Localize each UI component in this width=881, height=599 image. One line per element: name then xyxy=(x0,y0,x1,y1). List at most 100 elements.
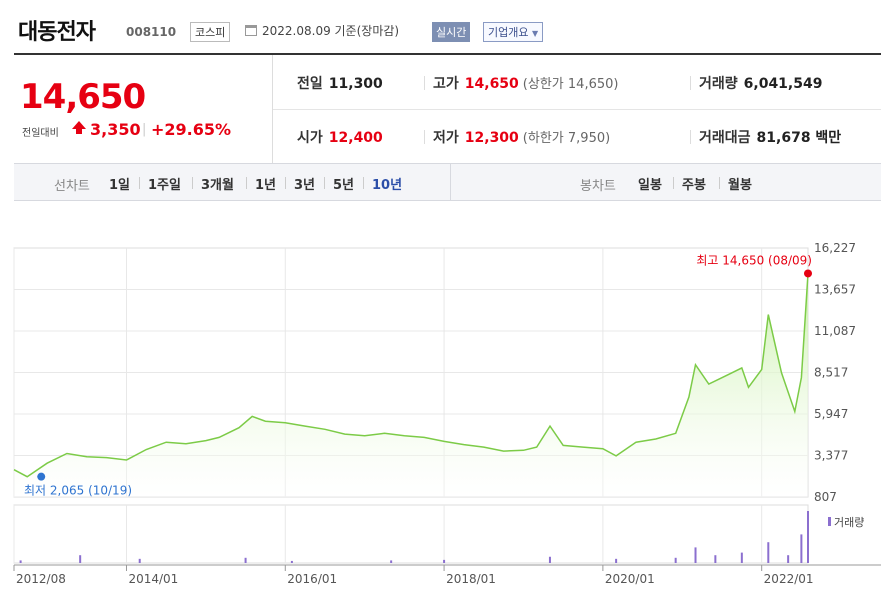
low-price: 저가 12,300 (하한가 7,950) xyxy=(433,130,611,146)
change-percent: +29.65% xyxy=(151,120,232,139)
up-arrow-stem xyxy=(76,129,82,134)
y-tick-label: 16,227 xyxy=(814,241,856,255)
tab-separator xyxy=(246,177,247,189)
prev-close-value: 11,300 xyxy=(328,76,383,92)
volume-bar xyxy=(79,555,82,563)
tab-separator xyxy=(363,177,364,189)
amount-label: 거래대금 xyxy=(699,130,751,146)
max-point-marker xyxy=(804,269,812,278)
volume-bar xyxy=(443,559,446,563)
tab-separator xyxy=(192,177,193,189)
company-overview-button[interactable]: 기업개요 ▼ xyxy=(483,22,544,42)
volume-legend-label: 거래량 xyxy=(834,516,864,529)
tab-separator xyxy=(324,177,325,189)
current-price: 14,650 xyxy=(20,77,146,117)
open-label: 시가 xyxy=(297,130,323,146)
x-tick-label: 2014/01 xyxy=(128,572,178,586)
lower-limit-value: 7,950 xyxy=(567,131,606,146)
x-tick-label: 2020/01 xyxy=(605,572,655,586)
amount-value: 81,678 백만 xyxy=(756,130,842,146)
volume-bar xyxy=(290,560,293,563)
chevron-down-icon: ▼ xyxy=(531,29,539,38)
y-tick-label: 8,517 xyxy=(814,366,848,380)
change-label: 전일대비 xyxy=(22,128,59,139)
volume-bar xyxy=(800,534,803,563)
stock-code: 008110 xyxy=(126,25,177,39)
trade-amount: 거래대금 81,678 백만 xyxy=(699,127,841,147)
volume: 거래량 6,041,549 xyxy=(699,73,822,93)
volume-bar xyxy=(674,557,677,563)
volume-bar xyxy=(807,511,809,563)
x-tick-label: 2018/01 xyxy=(446,572,496,586)
y-tick-label: 807 xyxy=(814,490,837,504)
volume-bar xyxy=(244,557,247,563)
lower-limit-label: 하한가 xyxy=(527,131,564,146)
low-value: 12,300 xyxy=(464,130,519,146)
tab-5y[interactable]: 5년 xyxy=(333,178,355,193)
tab-1w[interactable]: 1주일 xyxy=(148,178,181,193)
volume-bar xyxy=(694,547,697,563)
chart-period-tabs: 선차트 1일 1주일 3개월 1년 3년 5년 10년 봉차트 일봉 주봉 월봉 xyxy=(14,163,881,201)
high-label: 고가 xyxy=(433,76,459,92)
volume-bar xyxy=(615,558,618,563)
tab-1d[interactable]: 1일 xyxy=(109,178,131,193)
price-box: 14,650 전일대비 3,350 | +29.65% xyxy=(14,55,273,163)
volume-bar xyxy=(787,555,790,563)
realtime-button[interactable]: 실시간 xyxy=(432,22,471,42)
price-area xyxy=(14,273,808,497)
y-tick-label: 13,657 xyxy=(814,283,856,297)
stock-header: 대동전자 008110 코스피 2022.08.09 기준(장마감) 실시간 기… xyxy=(0,0,881,50)
candle-chart-title: 봉차트 xyxy=(580,179,616,194)
open-price: 시가 12,400 xyxy=(297,127,383,147)
volume-bar xyxy=(714,555,717,563)
tabs-divider xyxy=(450,164,451,201)
y-tick-label: 11,087 xyxy=(814,324,856,338)
tab-3y[interactable]: 3년 xyxy=(294,178,316,193)
tab-separator xyxy=(285,177,286,189)
info-separator xyxy=(690,130,691,144)
tab-10y[interactable]: 10년 xyxy=(372,178,403,193)
volume-bar xyxy=(19,560,22,563)
tab-monthly[interactable]: 월봉 xyxy=(728,178,752,193)
header-divider xyxy=(14,53,881,55)
price-chart: 16,227 13,657 11,087 8,517 5,947 3,377 807 2012… xyxy=(13,241,881,586)
upper-limit-label: 상한가 xyxy=(527,77,564,92)
volume-legend-swatch xyxy=(828,517,831,526)
market-badge: 코스피 xyxy=(190,22,231,42)
tab-separator xyxy=(673,177,674,189)
max-annotation: 최고 14,650 (08/09) xyxy=(696,253,812,267)
y-tick-label: 3,377 xyxy=(814,449,848,463)
open-value: 12,400 xyxy=(328,130,383,146)
info-row-divider xyxy=(273,109,881,110)
change-separator: | xyxy=(142,122,147,137)
stock-name: 대동전자 xyxy=(18,20,96,45)
volume-bar xyxy=(767,542,770,563)
prev-close-label: 전일 xyxy=(297,76,323,92)
prev-close: 전일 11,300 xyxy=(297,73,383,93)
company-overview-label: 기업개요 xyxy=(488,26,529,39)
change-value: 3,350 xyxy=(90,120,141,139)
reference-date: 2022.08.09 기준(장마감) xyxy=(262,24,400,38)
high-price: 고가 14,650 (상한가 14,650) xyxy=(433,76,619,92)
info-separator xyxy=(424,76,425,90)
calendar-icon xyxy=(245,25,257,36)
low-label: 저가 xyxy=(433,130,459,146)
tab-daily[interactable]: 일봉 xyxy=(638,178,662,193)
high-value: 14,650 xyxy=(464,76,519,92)
x-tick-label: 2022/01 xyxy=(764,572,814,586)
tab-3m[interactable]: 3개월 xyxy=(201,178,234,193)
tab-weekly[interactable]: 주봉 xyxy=(682,178,706,193)
info-separator xyxy=(690,76,691,90)
upper-limit-value: 14,650 xyxy=(567,77,614,92)
tab-separator xyxy=(719,177,720,189)
volume-label: 거래량 xyxy=(699,76,738,92)
tab-1y[interactable]: 1년 xyxy=(255,178,277,193)
volume-bar xyxy=(740,552,743,563)
x-tick-label: 2012/08 xyxy=(16,572,66,586)
tab-separator xyxy=(139,177,140,189)
volume-bar xyxy=(390,560,393,563)
volume-value: 6,041,549 xyxy=(743,76,823,92)
min-point-marker xyxy=(37,472,46,481)
x-tick-label: 2016/01 xyxy=(287,572,337,586)
up-arrow-icon xyxy=(72,121,86,129)
